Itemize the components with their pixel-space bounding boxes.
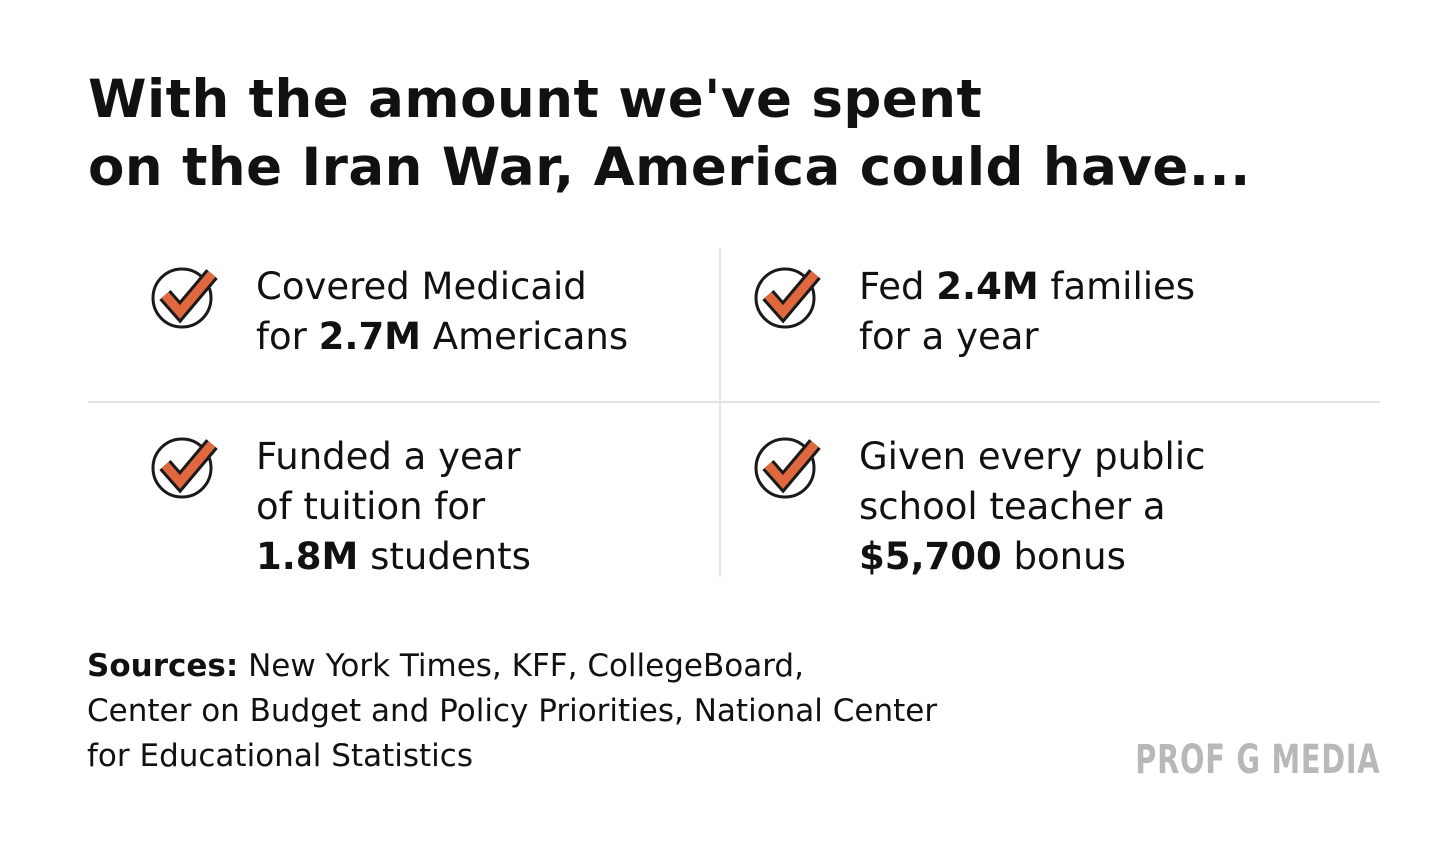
logo: PROF G MEDIA [1134, 737, 1380, 783]
item-line: Given every public [859, 432, 1205, 482]
item-segment: Given every public [859, 435, 1206, 478]
title: With the amount we've spent on the Iran W… [88, 66, 1251, 202]
title-line: With the amount we've spent [88, 69, 983, 130]
check-mark [161, 271, 216, 319]
item-line: for 2.7M Americans [256, 312, 628, 362]
check-icon [754, 267, 821, 329]
item-text: Funded a year of tuition for 1.8M students [256, 432, 531, 582]
item-segment: families [1038, 265, 1196, 308]
source-line: Sources: New York Times, KFF, CollegeBoa… [87, 644, 937, 689]
item-highlight: 2.4M [936, 265, 1039, 308]
item-text: Fed 2.4M families for a year [859, 262, 1195, 362]
item-line: of tuition for [256, 482, 531, 532]
item-segment: Americans [421, 315, 629, 358]
item-segment: of tuition for [256, 485, 486, 528]
item-segment: school teacher a [859, 485, 1166, 528]
item-highlight: 1.8M [256, 535, 359, 578]
check-icon [754, 437, 821, 499]
source-label: Sources: [87, 648, 239, 684]
item-segment: students [358, 535, 531, 578]
item-line: Fed 2.4M families [859, 262, 1195, 312]
check-mark [161, 441, 216, 489]
item-segment: bonus [1001, 535, 1126, 578]
item-line: 1.8M students [256, 532, 531, 582]
item-text: Covered Medicaid for 2.7M Americans [256, 262, 628, 362]
item-segment: Fed [859, 265, 937, 308]
item-text: Given every public school teacher a $5,700… [859, 432, 1205, 582]
item-highlight: 2.7M [318, 315, 422, 358]
sources: Sources: New York Times, KFF, CollegeBoa… [87, 644, 937, 779]
item-line: school teacher a [859, 482, 1205, 532]
check-icon [151, 437, 218, 499]
item-line: Funded a year [256, 432, 531, 482]
source-text: Center on Budget and Policy Priorities, … [87, 693, 938, 729]
source-text: for Educational Statistics [87, 738, 473, 774]
source-line: for Educational Statistics [87, 734, 937, 779]
item-line: Covered Medicaid [256, 262, 628, 312]
item-line: for a year [859, 312, 1195, 362]
item-segment: for a year [859, 315, 1039, 358]
item-highlight: $5,700 [859, 535, 1002, 578]
item-segment: for [256, 315, 319, 358]
source-text: New York Times, KFF, CollegeBoard, [248, 648, 804, 684]
title-line: on the Iran War, America could have... [88, 137, 1251, 198]
item-line: $5,700 bonus [859, 532, 1205, 582]
item-segment: Covered Medicaid [256, 265, 587, 308]
item-segment: Funded a year [256, 435, 521, 478]
check-mark [764, 271, 819, 319]
check-icon [151, 267, 218, 329]
check-mark [764, 441, 819, 489]
source-line: Center on Budget and Policy Priorities, … [87, 689, 937, 734]
